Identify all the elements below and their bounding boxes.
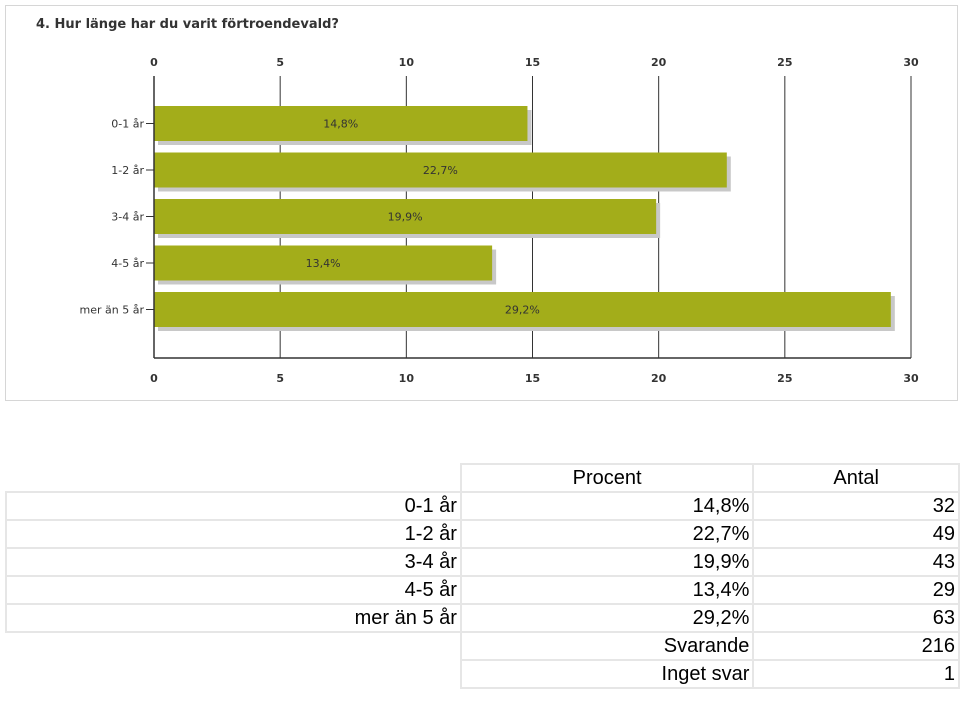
table-footer-row: Inget svar 1 bbox=[6, 659, 960, 689]
row-label: 1-2 år bbox=[5, 519, 462, 549]
chart-title: 4. Hur länge har du varit förtroendevald… bbox=[36, 17, 339, 32]
bar bbox=[154, 199, 657, 234]
x-tick-label-top: 30 bbox=[903, 56, 919, 69]
row-procent: 29,2% bbox=[459, 603, 755, 633]
bars bbox=[154, 106, 895, 331]
x-tick-label-top: 25 bbox=[777, 56, 792, 69]
bar-chart: 4. Hur länge har du varit förtroendevald… bbox=[36, 17, 919, 385]
row-procent: 13,4% bbox=[459, 575, 755, 605]
header-procent: Procent bbox=[459, 463, 755, 493]
row-procent: 22,7% bbox=[459, 519, 755, 549]
bar bbox=[154, 106, 528, 141]
table-row: 3-4 år 19,9% 43 bbox=[5, 547, 960, 577]
footer-label: Inget svar bbox=[459, 659, 755, 689]
category-label: 3-4 år bbox=[111, 211, 144, 224]
data-label: 29,2% bbox=[505, 304, 540, 317]
labels: 0 0 5 5 10 10 15 15 20 20 25 25 30 30 0-1 år 14,8% 1-2 å… bbox=[80, 56, 919, 385]
x-tick-label-top: 15 bbox=[525, 56, 540, 69]
x-tick-label-bottom: 0 bbox=[150, 372, 158, 385]
results-table: Procent Antal 0-1 år 14,8% 32 1-2 år 22,… bbox=[5, 463, 960, 689]
footer-label: Svarande bbox=[459, 631, 755, 661]
row-procent: 14,8% bbox=[459, 491, 755, 521]
table-header-row: Procent Antal bbox=[6, 463, 960, 493]
row-label: 0-1 år bbox=[5, 491, 462, 521]
data-label: 13,4% bbox=[306, 257, 341, 270]
category-label: 0-1 år bbox=[111, 118, 144, 131]
row-antal: 49 bbox=[752, 519, 960, 549]
table-row: mer än 5 år 29,2% 63 bbox=[5, 603, 960, 633]
row-label: 4-5 år bbox=[5, 575, 462, 605]
category-label: mer än 5 år bbox=[80, 304, 145, 317]
x-tick-label-bottom: 20 bbox=[651, 372, 667, 385]
header-antal: Antal bbox=[752, 463, 960, 493]
x-tick-label-bottom: 15 bbox=[525, 372, 540, 385]
x-tick-label-top: 20 bbox=[651, 56, 667, 69]
x-tick-label-bottom: 10 bbox=[399, 372, 415, 385]
bar bbox=[154, 152, 727, 188]
x-tick-label-top: 10 bbox=[399, 56, 415, 69]
x-tick-label-top: 0 bbox=[150, 56, 158, 69]
row-label: mer än 5 år bbox=[5, 603, 462, 633]
footer-value: 216 bbox=[752, 631, 960, 661]
header-empty bbox=[6, 464, 461, 492]
table-row: 0-1 år 14,8% 32 bbox=[5, 491, 960, 521]
row-antal: 29 bbox=[752, 575, 960, 605]
data-label: 14,8% bbox=[323, 118, 358, 131]
x-tick-label-top: 5 bbox=[276, 56, 284, 69]
x-tick-label-bottom: 25 bbox=[777, 372, 792, 385]
row-antal: 63 bbox=[752, 603, 960, 633]
row-antal: 43 bbox=[752, 547, 960, 577]
axes bbox=[146, 76, 911, 359]
row-label: 3-4 år bbox=[5, 547, 462, 577]
category-label: 1-2 år bbox=[111, 164, 144, 177]
row-procent: 19,9% bbox=[459, 547, 755, 577]
bar bbox=[154, 292, 891, 327]
bar bbox=[154, 245, 493, 281]
chart-panel: 4. Hur länge har du varit förtroendevald… bbox=[5, 5, 958, 401]
category-label: 4-5 år bbox=[111, 257, 144, 270]
table-row: 4-5 år 13,4% 29 bbox=[5, 575, 960, 605]
data-label: 19,9% bbox=[388, 211, 423, 224]
x-tick-label-bottom: 30 bbox=[903, 372, 919, 385]
row-antal: 32 bbox=[752, 491, 960, 521]
data-label: 22,7% bbox=[423, 164, 458, 177]
table-row: 1-2 år 22,7% 49 bbox=[5, 519, 960, 549]
x-tick-label-bottom: 5 bbox=[276, 372, 284, 385]
table-footer-row: Svarande 216 bbox=[6, 631, 960, 661]
footer-value: 1 bbox=[752, 659, 960, 689]
